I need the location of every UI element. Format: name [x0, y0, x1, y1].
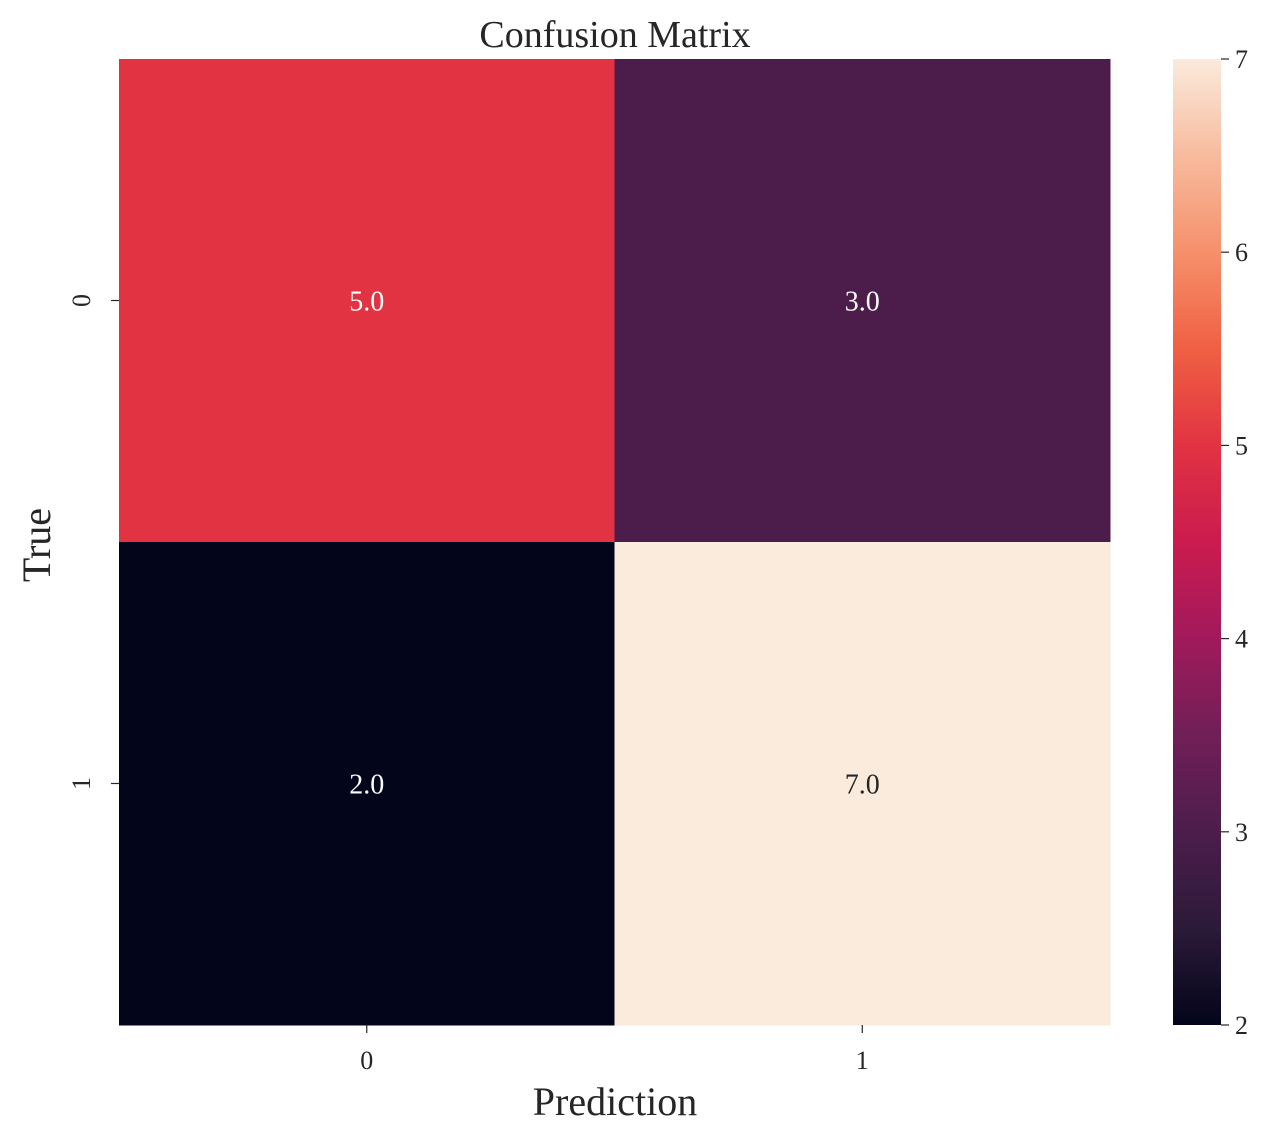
- colorbar-tick-label-5: 5: [1235, 431, 1248, 460]
- colorbar-tick-label-7: 7: [1235, 45, 1248, 74]
- colorbar-tick-label-4: 4: [1235, 625, 1248, 654]
- x-tick-label-0: 0: [360, 1046, 373, 1075]
- y-axis-ticks: 01: [67, 294, 119, 790]
- y-tick-label-0: 0: [67, 294, 96, 307]
- cell-label-1-1: 7.0: [845, 770, 880, 801]
- y-tick-label-1: 1: [67, 777, 96, 790]
- chart-title: Confusion Matrix: [479, 14, 750, 56]
- x-tick-label-1: 1: [856, 1046, 869, 1075]
- colorbar-tick-label-2: 2: [1235, 1011, 1248, 1040]
- colorbar-ticks: 2 3 4 5 6 7: [1221, 45, 1248, 1040]
- cell-label-0-0: 5.0: [349, 287, 384, 318]
- heatmap-cells: [119, 59, 1111, 1026]
- y-axis-label: True: [14, 508, 59, 582]
- colorbar-tick-label-6: 6: [1235, 238, 1248, 267]
- x-axis-label: Prediction: [533, 1079, 697, 1124]
- colorbar-tick-label-3: 3: [1235, 818, 1248, 847]
- cell-label-1-0: 2.0: [349, 770, 384, 801]
- cell-label-0-1: 3.0: [845, 287, 880, 318]
- colorbar: [1173, 59, 1221, 1025]
